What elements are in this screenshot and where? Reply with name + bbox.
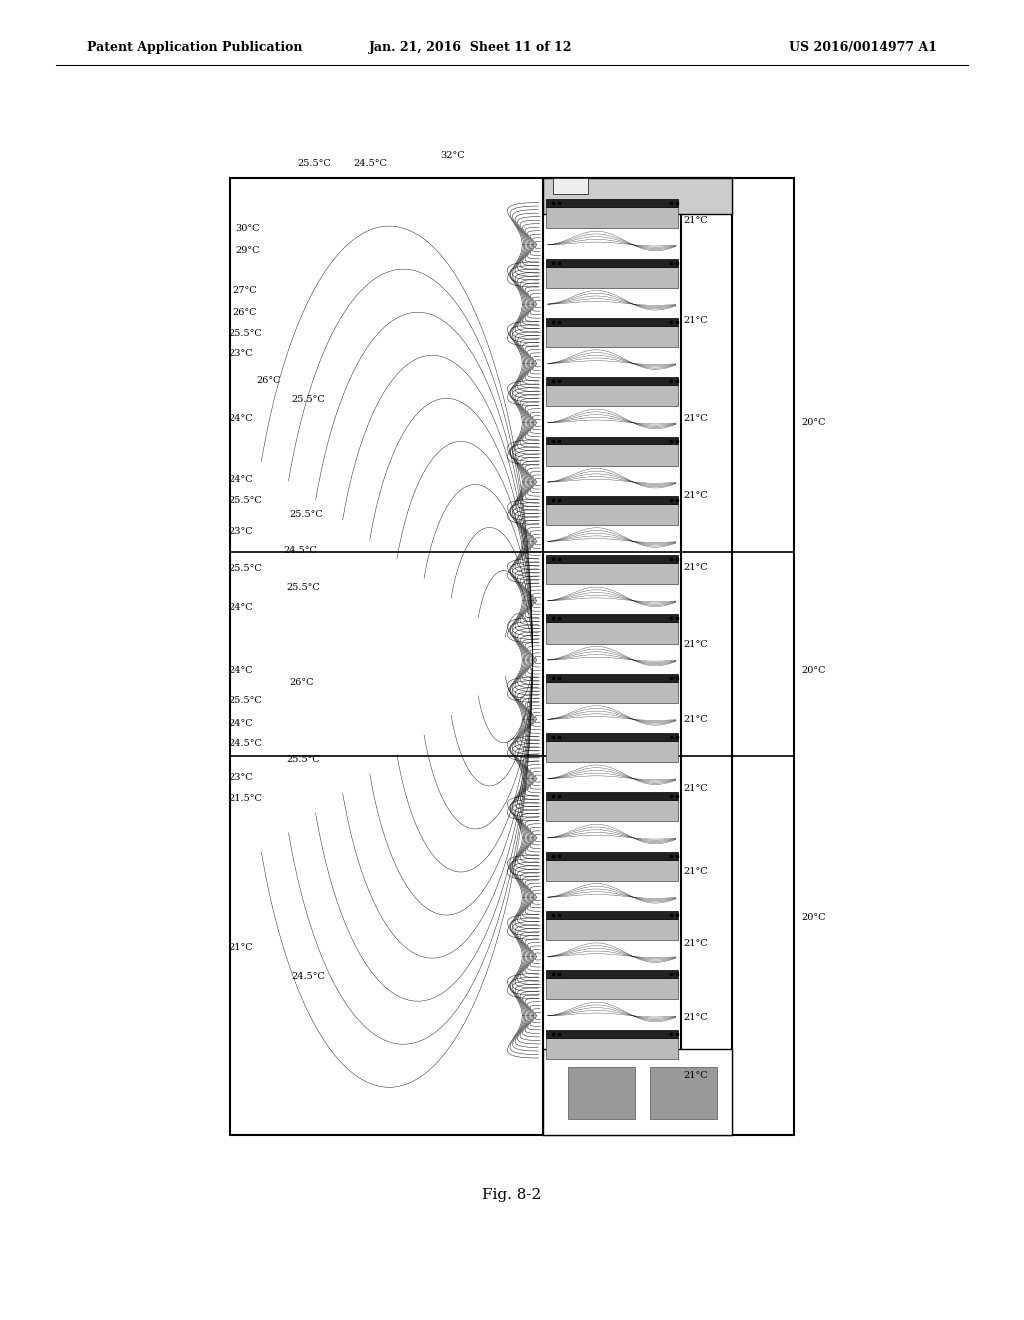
Bar — [546, 911, 678, 919]
Text: 21°C: 21°C — [683, 640, 708, 648]
Text: 21°C: 21°C — [683, 940, 708, 948]
Text: 27°C: 27°C — [232, 286, 257, 294]
Bar — [546, 733, 678, 741]
Bar — [546, 978, 678, 999]
Bar — [546, 851, 678, 859]
Text: 21°C: 21°C — [683, 491, 708, 499]
Text: 23°C: 23°C — [228, 350, 253, 358]
Bar — [546, 445, 678, 466]
Text: 30°C: 30°C — [236, 224, 260, 232]
Bar — [546, 385, 678, 407]
Text: 25.5°C: 25.5°C — [297, 158, 331, 168]
Text: 21°C: 21°C — [683, 715, 708, 723]
Text: 24°C: 24°C — [228, 603, 253, 611]
Bar — [546, 741, 678, 762]
Text: Fig. 8-2: Fig. 8-2 — [482, 1188, 542, 1201]
Bar — [546, 681, 678, 702]
Bar — [546, 859, 678, 880]
Text: Patent Application Publication: Patent Application Publication — [87, 41, 302, 54]
Text: Jan. 21, 2016  Sheet 11 of 12: Jan. 21, 2016 Sheet 11 of 12 — [370, 41, 572, 54]
Text: 21°C: 21°C — [683, 1072, 708, 1080]
Text: 21°C: 21°C — [683, 317, 708, 325]
Text: 21°C: 21°C — [683, 564, 708, 572]
Text: 24°C: 24°C — [228, 719, 253, 727]
Text: 25.5°C: 25.5°C — [228, 496, 262, 504]
Bar — [543, 178, 732, 214]
Bar — [546, 800, 678, 821]
Bar — [546, 267, 678, 288]
Text: 20°C: 20°C — [802, 667, 826, 675]
Text: 29°C: 29°C — [236, 247, 260, 255]
Text: 23°C: 23°C — [228, 528, 253, 536]
Bar — [546, 673, 678, 681]
Text: 24°C: 24°C — [228, 667, 253, 675]
Bar — [546, 504, 678, 525]
Text: 24.5°C: 24.5°C — [284, 546, 317, 554]
Bar — [546, 326, 678, 347]
Bar — [546, 496, 678, 504]
Text: 24.5°C: 24.5°C — [228, 739, 262, 747]
Text: 20°C: 20°C — [802, 418, 826, 426]
Text: 21°C: 21°C — [683, 414, 708, 422]
Bar — [546, 556, 678, 564]
Bar — [230, 178, 794, 1135]
Text: 25.5°C: 25.5°C — [228, 330, 262, 338]
Text: 21°C: 21°C — [683, 784, 708, 792]
Bar — [546, 199, 678, 207]
Text: 24°C: 24°C — [228, 414, 253, 422]
Text: 24.5°C: 24.5°C — [292, 973, 326, 981]
Bar — [546, 919, 678, 940]
Text: 26°C: 26°C — [256, 376, 281, 384]
Bar — [546, 623, 678, 644]
Bar — [546, 1038, 678, 1059]
Text: 21°C: 21°C — [683, 1014, 708, 1022]
Bar — [546, 378, 678, 385]
Bar — [568, 1067, 635, 1119]
Text: 25.5°C: 25.5°C — [290, 511, 324, 519]
Bar — [546, 615, 678, 623]
Text: 25.5°C: 25.5°C — [292, 396, 326, 404]
Text: 26°C: 26°C — [290, 678, 314, 686]
Bar — [543, 178, 732, 1135]
Bar — [546, 318, 678, 326]
Text: 25.5°C: 25.5°C — [287, 755, 321, 763]
Bar — [546, 437, 678, 445]
Bar — [546, 792, 678, 800]
Text: 23°C: 23°C — [228, 774, 253, 781]
Bar — [650, 1067, 717, 1119]
Text: 21.5°C: 21.5°C — [228, 795, 262, 803]
Text: 20°C: 20°C — [802, 913, 826, 921]
Text: 24°C: 24°C — [228, 475, 253, 483]
Text: 25.5°C: 25.5°C — [228, 697, 262, 705]
Bar — [546, 207, 678, 228]
Bar — [546, 564, 678, 585]
Text: 21°C: 21°C — [683, 867, 708, 875]
Bar — [553, 178, 588, 194]
Text: 32°C: 32°C — [440, 150, 465, 160]
Bar — [546, 1030, 678, 1038]
Text: 26°C: 26°C — [232, 309, 257, 317]
Bar — [681, 178, 732, 1135]
Bar — [543, 1049, 732, 1135]
Text: US 2016/0014977 A1: US 2016/0014977 A1 — [788, 41, 937, 54]
Text: 24.5°C: 24.5°C — [353, 158, 387, 168]
Bar — [546, 259, 678, 267]
Text: 21°C: 21°C — [228, 944, 253, 952]
Text: 25.5°C: 25.5°C — [228, 565, 262, 573]
Text: 25.5°C: 25.5°C — [287, 583, 321, 591]
Text: 21°C: 21°C — [683, 216, 708, 224]
Bar — [546, 970, 678, 978]
